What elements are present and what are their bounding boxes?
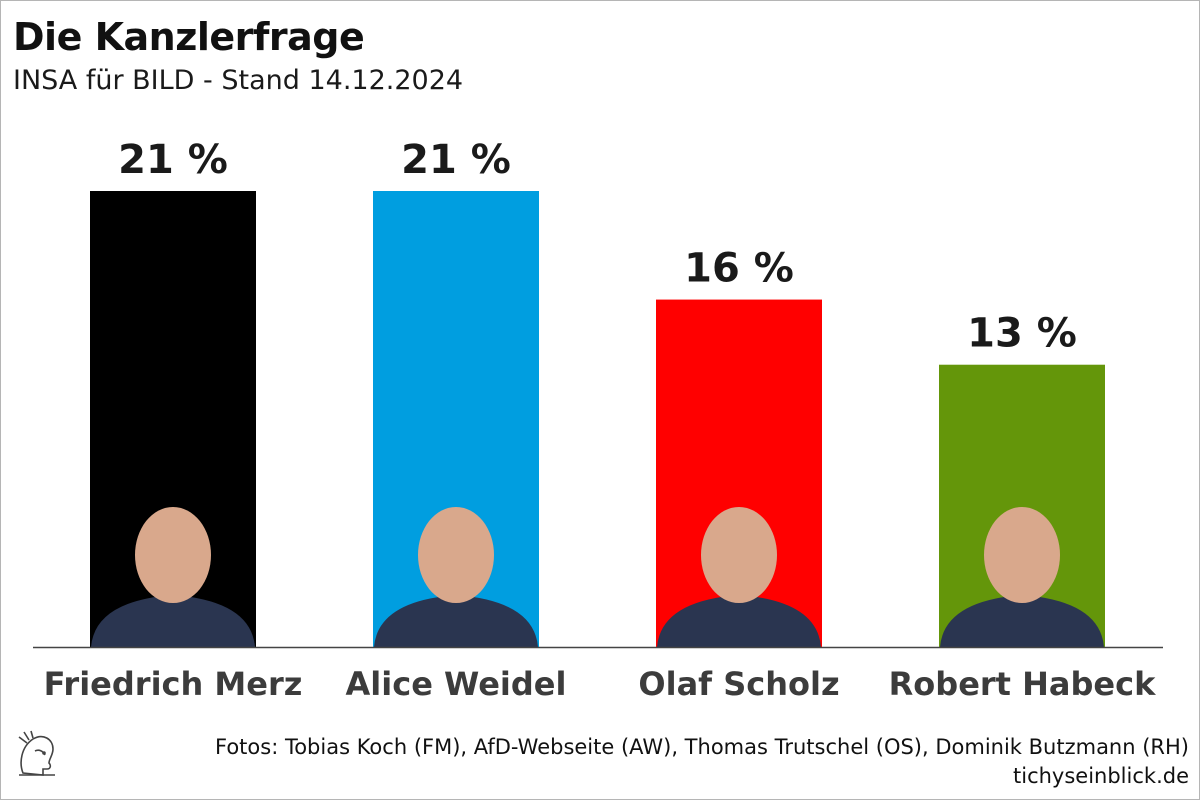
category-label: Alice Weidel	[346, 665, 567, 703]
bar-group: 13 % Robert Habeck	[889, 311, 1156, 703]
chart-title: Die Kanzlerfrage	[13, 15, 365, 59]
category-label: Olaf Scholz	[638, 665, 839, 703]
value-label: 16 %	[684, 246, 794, 292]
bar-chart: 21 % Friedrich Merz 21 % Alice Weidel 16 % Ol…	[33, 137, 1163, 703]
portrait-shoulders	[91, 595, 255, 647]
portrait-shoulders	[940, 595, 1104, 647]
category-label: Friedrich Merz	[44, 665, 303, 703]
portrait-shoulders	[657, 595, 821, 647]
bar-group: 21 % Alice Weidel	[346, 137, 567, 703]
source-site: tichyseinblick.de	[1013, 764, 1189, 788]
value-label: 21 %	[401, 137, 511, 183]
portrait-icon	[91, 507, 255, 647]
portrait-icon	[940, 507, 1104, 647]
portrait-icon	[374, 507, 538, 647]
portrait-face	[418, 507, 494, 603]
portrait-shoulders	[374, 595, 538, 647]
portrait-face	[701, 507, 777, 603]
value-label: 13 %	[967, 311, 1077, 357]
bar-group: 21 % Friedrich Merz	[44, 137, 303, 703]
portrait-face	[984, 507, 1060, 603]
value-label: 21 %	[118, 137, 228, 183]
hermes-head-logo-icon	[18, 730, 55, 776]
credits: Fotos: Tobias Koch (FM), AfD-Webseite (A…	[215, 733, 1189, 791]
bar-group: 16 % Olaf Scholz	[638, 246, 839, 703]
photo-credits: Fotos: Tobias Koch (FM), AfD-Webseite (A…	[215, 735, 1189, 759]
chart-subtitle: INSA für BILD - Stand 14.12.2024	[13, 65, 464, 96]
portrait-face	[135, 507, 211, 603]
category-label: Robert Habeck	[889, 665, 1156, 703]
portrait-icon	[657, 507, 821, 647]
